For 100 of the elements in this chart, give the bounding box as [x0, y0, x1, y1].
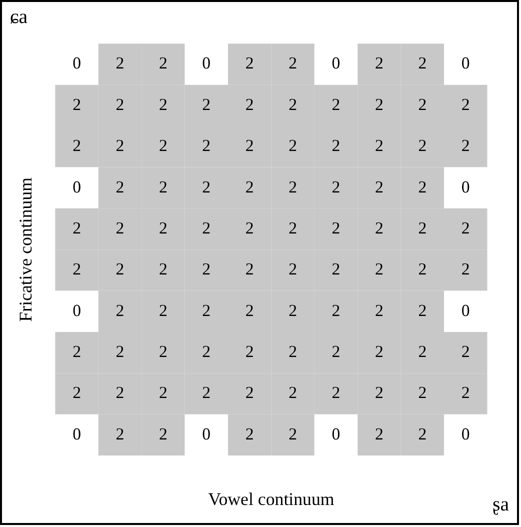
- data-label: 2: [245, 54, 254, 73]
- data-label: 0: [72, 300, 82, 320]
- data-label: 2: [288, 218, 298, 238]
- data-label: 0: [332, 424, 340, 444]
- data-label: 2: [245, 136, 254, 156]
- data-label: 2: [461, 260, 470, 279]
- data-label: 2: [288, 300, 298, 320]
- data-label: 2: [332, 177, 340, 196]
- data-label: 2: [116, 424, 124, 444]
- data-label: 2: [202, 94, 211, 114]
- data-label: 2: [72, 218, 82, 238]
- data-label: 0: [461, 300, 470, 320]
- data-label: 2: [418, 94, 427, 114]
- data-label: 2: [245, 342, 254, 361]
- data-label: 2: [418, 383, 427, 402]
- data-label: 2: [375, 342, 384, 361]
- data-label: 2: [116, 300, 124, 320]
- data-label: 2: [461, 383, 470, 402]
- data-label: 0: [461, 54, 470, 73]
- data-label: 2: [202, 260, 211, 279]
- data-label: 2: [332, 383, 340, 402]
- data-label: 2: [245, 94, 254, 114]
- data-label: 2: [72, 260, 82, 279]
- data-label: 2: [461, 342, 470, 361]
- y-axis-title: Fricative continuum: [15, 177, 36, 322]
- data-label: 2: [418, 424, 427, 444]
- data-label: 2: [158, 177, 168, 196]
- data-label: 2: [375, 136, 384, 156]
- data-label: 2: [245, 177, 254, 196]
- data-label: 2: [202, 342, 211, 361]
- data-label: 2: [202, 383, 211, 402]
- data-label: 2: [158, 218, 168, 238]
- data-label: 2: [158, 424, 168, 444]
- data-label: 2: [418, 177, 427, 196]
- data-label: 2: [332, 342, 340, 361]
- data-label: 2: [288, 54, 298, 73]
- data-label: 2: [245, 218, 254, 238]
- data-label: 2: [332, 94, 340, 114]
- data-label: 2: [116, 177, 124, 196]
- data-label: 2: [72, 342, 82, 361]
- data-label: 2: [288, 342, 298, 361]
- data-label: 2: [116, 218, 124, 238]
- data-label: 2: [288, 136, 298, 156]
- data-label: 2: [158, 342, 168, 361]
- data-label: 2: [461, 94, 470, 114]
- data-label: 2: [116, 136, 124, 156]
- data-label: 0: [72, 177, 82, 196]
- data-label: 0: [202, 54, 211, 73]
- data-label: 2: [418, 342, 427, 361]
- data-label: 2: [375, 218, 384, 238]
- data-label: 0: [202, 424, 211, 444]
- data-label: 2: [202, 300, 211, 320]
- data-label: 2: [72, 383, 82, 402]
- data-label: 2: [375, 260, 384, 279]
- data-label: 0: [72, 54, 82, 73]
- data-label: 2: [418, 218, 427, 238]
- data-label: 2: [418, 300, 427, 320]
- data-label: 0: [461, 177, 470, 196]
- data-label: 2: [158, 260, 168, 279]
- data-label: 2: [72, 94, 82, 114]
- data-label: 2: [418, 54, 427, 73]
- data-label: 2: [158, 94, 168, 114]
- data-label: 2: [245, 300, 254, 320]
- data-label: 2: [375, 54, 384, 73]
- text: ʂa: [492, 493, 510, 516]
- data-label: 2: [418, 136, 427, 156]
- data-label: 2: [158, 54, 168, 73]
- data-label: 2: [375, 94, 384, 114]
- text: ɕa: [10, 6, 28, 28]
- data-label: 2: [375, 177, 384, 196]
- data-label: 2: [245, 260, 254, 279]
- data-label: 2: [375, 383, 384, 402]
- data-label: 2: [202, 177, 211, 196]
- data-label: 2: [116, 383, 124, 402]
- data-label: 2: [116, 94, 124, 114]
- data-label: 2: [158, 383, 168, 402]
- data-label: 0: [332, 54, 340, 73]
- data-label: 2: [332, 260, 340, 279]
- data-label: 2: [332, 300, 340, 320]
- data-label: 2: [288, 383, 298, 402]
- data-label: 2: [418, 260, 427, 279]
- data-label: 2: [461, 218, 470, 238]
- x-axis-title: Vowel continuum: [208, 489, 334, 510]
- data-label: 2: [332, 218, 340, 238]
- data-label: 0: [461, 424, 470, 444]
- data-label: 2: [288, 424, 298, 444]
- data-label: 2: [116, 260, 124, 279]
- data-label: 2: [332, 136, 340, 156]
- data-label: 2: [288, 94, 298, 114]
- data-label: 2: [202, 218, 211, 238]
- data-label: 2: [158, 136, 168, 156]
- data-label: 2: [245, 424, 254, 444]
- data-label: 2: [245, 383, 254, 402]
- data-label: 2: [375, 300, 384, 320]
- data-label: 0: [72, 424, 82, 444]
- data-label: 2: [202, 136, 211, 156]
- data-label: 2: [375, 424, 384, 444]
- data-label: 2: [158, 300, 168, 320]
- data-label: 2: [116, 54, 124, 73]
- data-label: 2: [288, 177, 298, 196]
